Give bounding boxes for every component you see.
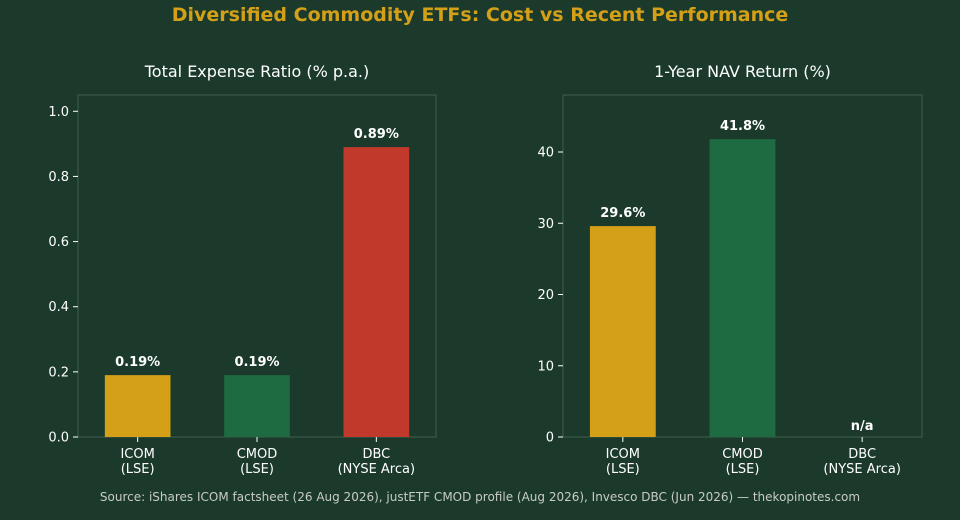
- y-tick-label: 20: [537, 288, 554, 303]
- y-tick-label: 0.2: [48, 365, 69, 380]
- y-tick-label: 10: [537, 359, 554, 374]
- source-note: Source: iShares ICOM factsheet (26 Aug 2…: [99, 490, 861, 504]
- data-label: 29.6%: [600, 206, 645, 221]
- data-label: 0.19%: [115, 355, 160, 370]
- y-tick-label: 0.8: [48, 170, 69, 185]
- data-label: n/a: [851, 419, 874, 434]
- panel-title-2: 1-Year NAV Return (%): [654, 62, 831, 81]
- bar-dbc: [343, 147, 410, 437]
- bar-icom: [589, 226, 656, 437]
- bar-cmod: [709, 139, 776, 438]
- chart-title: Diversified Commodity ETFs: Cost vs Rece…: [171, 4, 789, 26]
- y-tick-label: 0.4: [48, 300, 69, 315]
- y-tick-label: 30: [537, 217, 554, 232]
- data-label: 0.19%: [234, 355, 279, 370]
- x-tick-label: DBC (NYSE Arca): [338, 447, 415, 477]
- x-tick-label: ICOM (LSE): [120, 447, 154, 477]
- x-tick-label: CMOD (LSE): [722, 447, 763, 477]
- data-label: 0.89%: [354, 127, 399, 142]
- x-tick-label: DBC (NYSE Arca): [823, 447, 900, 477]
- y-tick-label: 0.6: [48, 235, 69, 250]
- y-tick-label: 40: [537, 146, 554, 161]
- data-label: 41.8%: [720, 119, 765, 134]
- y-tick-label: 1.0: [48, 105, 69, 120]
- bar-cmod: [224, 375, 290, 437]
- x-tick-label: ICOM (LSE): [606, 447, 640, 477]
- y-tick-label: 0: [546, 431, 554, 446]
- bar-icom: [104, 375, 171, 437]
- y-tick-label: 0.0: [48, 431, 69, 446]
- panel-title-1: Total Expense Ratio (% p.a.): [144, 62, 370, 81]
- x-tick-label: CMOD (LSE): [237, 447, 278, 477]
